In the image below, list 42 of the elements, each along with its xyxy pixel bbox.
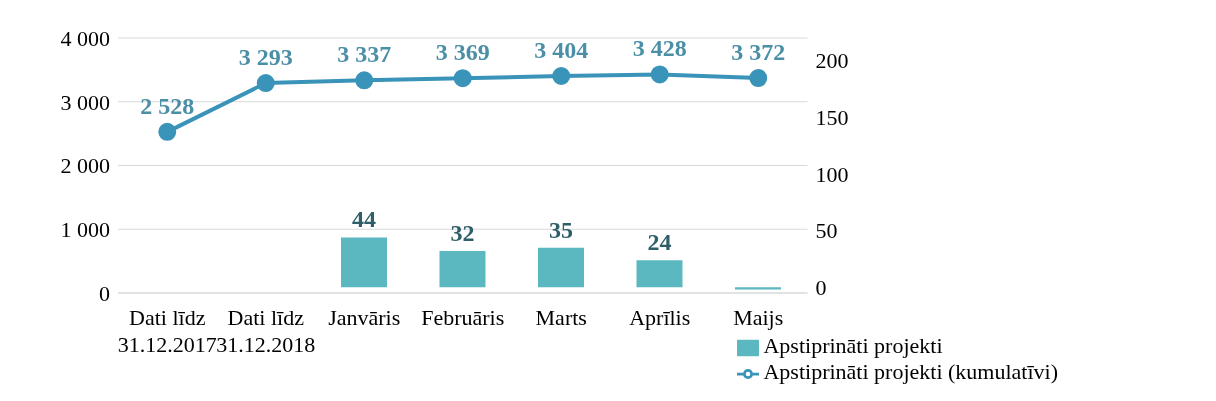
y2-tick-label: 100: [815, 161, 849, 187]
data-label: 3 293: [238, 44, 293, 71]
bar: [341, 237, 387, 288]
point: [552, 67, 571, 85]
x-tick-label: Dati līdz 31.12.2017: [117, 305, 217, 357]
x-tick-label: Dati līdz 31.12.2018: [216, 305, 316, 357]
data-label: 44: [352, 206, 376, 233]
x-tick-label: Janvāris: [328, 305, 401, 330]
y2-tick-label: 50: [815, 218, 838, 244]
data-label: 3 372: [731, 39, 786, 66]
point: [355, 71, 374, 90]
point: [749, 69, 768, 88]
point: [453, 69, 472, 88]
y-tick-label: 3 000: [60, 89, 110, 115]
x-tick-label: Maijs: [733, 305, 784, 330]
bar: [537, 247, 584, 288]
data-label: 3 337: [337, 41, 392, 68]
data-label: 35: [548, 216, 573, 243]
data-label: 24: [647, 229, 672, 256]
y-tick-label: 4 000: [60, 25, 110, 51]
legend-label: Apstiprināti projekti: [763, 333, 943, 358]
y-tick-label: 2 000: [60, 153, 110, 179]
point: [256, 74, 275, 93]
data-label: 3 369: [435, 39, 490, 66]
y2-tick-label: 0: [815, 275, 827, 301]
x-tick-label: Aprīlis: [629, 305, 691, 330]
data-label: 3 404: [534, 36, 589, 63]
point: [158, 122, 177, 141]
x-tick-label: Februāris: [421, 305, 505, 330]
data-label: 32: [450, 220, 475, 247]
bar: [734, 287, 781, 290]
y-tick-label: 1 000: [60, 217, 110, 243]
legend-label: Apstiprināti projekti (kumulatīvi): [763, 359, 1058, 384]
y2-tick-label: 150: [815, 105, 849, 131]
data-label: 3 428: [632, 35, 687, 62]
x-tick-label: Marts: [535, 305, 587, 330]
bar: [636, 260, 683, 288]
y2-tick-label: 200: [815, 48, 849, 74]
bar: [439, 251, 486, 288]
data-label: 2 528: [140, 92, 195, 119]
y-tick-label: 0: [99, 280, 110, 306]
point: [650, 65, 669, 84]
